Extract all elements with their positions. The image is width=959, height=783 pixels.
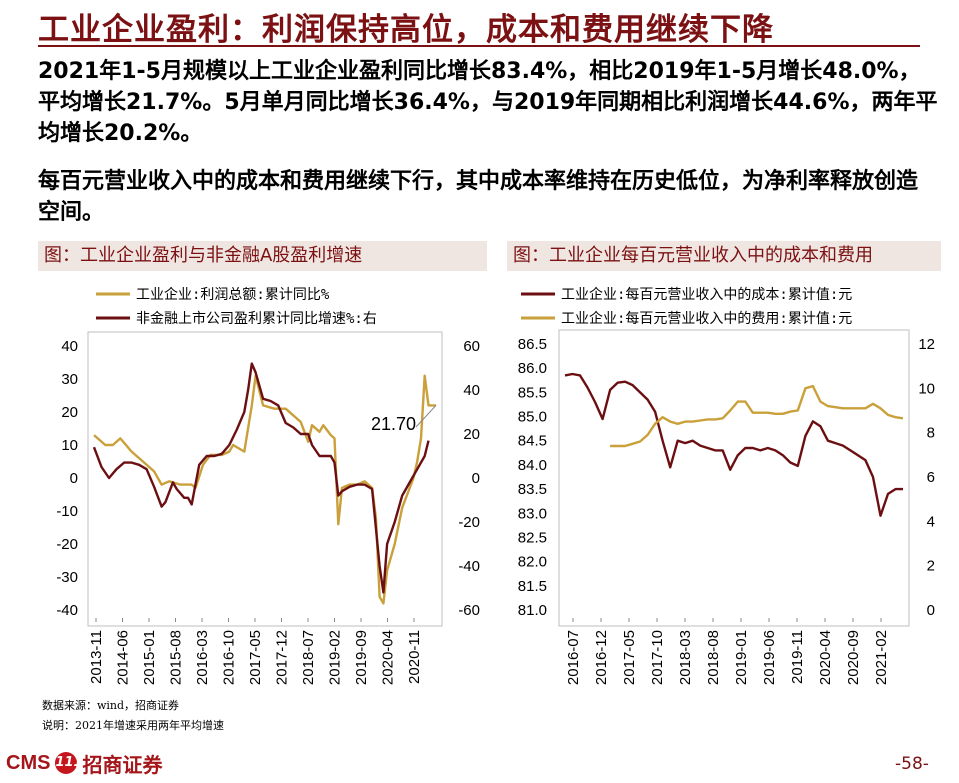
right-axis-tick-label: 4 [927, 513, 935, 530]
left-axis-tick-label: 20 [61, 404, 78, 421]
left-axis-tick-label: 10 [61, 437, 78, 454]
series-line-2 [92, 362, 430, 594]
x-axis-tick-label: 2020-04 [380, 630, 397, 685]
legend-label-2: 工业企业:每百元营业收入中的费用:累计值:元 [561, 310, 852, 327]
x-axis-tick-label: 2021-02 [873, 630, 890, 685]
left-axis-tick-label: 81.0 [518, 602, 547, 619]
left-axis-tick-label: 83.0 [518, 505, 547, 522]
left-axis-tick-label: -40 [56, 602, 78, 619]
plot-frame [87, 331, 443, 627]
series-line-2 [610, 384, 904, 448]
logo-emblem-icon: 111 [55, 752, 83, 774]
right-axis-tick-label: -60 [458, 602, 480, 619]
legend-label-1: 工业企业:利润总额:累计同比% [136, 286, 330, 303]
series-line-1 [564, 372, 903, 517]
x-axis-tick-label: 2020-11 [406, 630, 423, 684]
right-axis-tick-label: 60 [463, 338, 480, 355]
x-axis-tick-label: 2017-10 [649, 630, 666, 685]
left-axis-tick-label: 30 [61, 371, 78, 388]
x-axis-tick-label: 2013-11 [88, 630, 105, 684]
right-axis-tick-label: 8 [927, 425, 935, 442]
x-axis-tick-label: 2019-06 [761, 630, 778, 685]
left-axis-tick-label: -20 [56, 536, 78, 553]
x-axis-tick-label: 2016-07 [565, 630, 582, 685]
chart2-title: 图：工业企业每百元营业收入中的成本和费用 [507, 241, 941, 271]
right-axis-tick-label: -20 [458, 514, 480, 531]
left-axis-tick-label: 86.5 [518, 336, 547, 353]
right-axis-tick-label: -40 [458, 558, 480, 575]
logo-company-name: 招商证券 [82, 752, 163, 777]
left-axis-tick-label: 86.0 [518, 360, 547, 377]
paragraph-profit-growth: 2021年1-5月规模以上工业企业盈利同比增长83.4%，相比2019年1-5月… [38, 59, 938, 146]
x-axis-tick-label: 2019-11 [789, 630, 806, 684]
left-axis-tick-label: -10 [56, 503, 78, 520]
x-axis-tick-label: 2017-05 [621, 630, 638, 685]
x-axis-tick-label: 2019-01 [733, 630, 750, 685]
x-axis-tick-label: 2017-12 [274, 630, 291, 685]
logo-cms-text: CMS [6, 751, 51, 774]
chart1-title: 图：工业企业盈利与非金融A股盈利增速 [38, 241, 487, 271]
legend-label-2: 非金融上市公司盈利累计同比增速%:右 [136, 310, 377, 327]
left-axis-tick-label: 83.5 [518, 481, 547, 498]
cost-expense-chart: 86.5 86.0 85.5 85.0 84.5 84.0 83.5 83.0 82.5 82.0… [518, 286, 935, 685]
page-title: 工业企业盈利：利润保持高位，成本和费用继续下降 [38, 12, 774, 48]
x-axis-tick-label: 2016-03 [194, 630, 211, 685]
annotation-leader [415, 405, 437, 428]
right-axis-tick-label: 6 [927, 469, 935, 486]
x-axis-tick-label: 2020-09 [845, 630, 862, 685]
paragraph-cost-expense: 每百元营业收入中的成本和费用继续下行，其中成本率维持在历史低位，为净利率释放创造… [38, 169, 919, 225]
left-axis-tick-label: 82.0 [518, 554, 547, 571]
x-axis-tick-label: 2017-05 [247, 630, 264, 685]
left-axis-tick-label: -30 [56, 569, 78, 586]
data-source: 数据来源：wind，招商证券 [42, 699, 180, 712]
left-axis-tick-label: 81.5 [518, 578, 547, 595]
x-axis-tick-label: 2015-01 [141, 630, 158, 685]
title-divider [38, 45, 920, 47]
left-axis-tick-label: 85.0 [518, 409, 547, 426]
right-axis-tick-label: 0 [472, 470, 480, 487]
left-axis-tick-label: 0 [70, 470, 78, 487]
legend-label-1: 工业企业:每百元营业收入中的成本:累计值:元 [561, 286, 852, 303]
x-axis-tick-label: 2016-10 [221, 630, 238, 685]
x-axis-tick-label: 2019-02 [327, 630, 344, 685]
right-axis-tick-label: 12 [918, 336, 935, 353]
page-number: -58- [895, 754, 929, 774]
left-axis-tick-label: 85.5 [518, 384, 547, 401]
right-axis-tick-label: 20 [463, 426, 480, 443]
right-axis-tick-label: 0 [927, 602, 935, 619]
data-note: 说明：2021年增速采用两年平均增速 [42, 719, 224, 732]
right-axis-tick-label: 10 [918, 380, 935, 397]
x-axis-tick-label: 2018-03 [677, 630, 694, 685]
left-axis-tick-label: 84.0 [518, 457, 547, 474]
x-axis-tick-label: 2020-04 [817, 630, 834, 685]
profit-growth-chart: 40 30 20 10 0 -10 -20 -30 -40 60 40 20 0 -20 -40 -60 201… [56, 286, 480, 685]
x-axis-tick-label: 2018-07 [300, 630, 317, 685]
x-axis-tick-label: 2019-09 [353, 630, 370, 685]
right-axis-tick-label: 2 [927, 558, 935, 575]
left-axis-tick-label: 40 [61, 338, 78, 355]
left-axis-tick-label: 82.5 [518, 529, 547, 546]
x-axis-tick-label: 2016-12 [593, 630, 610, 685]
series-line-1 [93, 374, 436, 605]
company-logo: CMS 111 招商证券 [6, 748, 162, 778]
x-axis-tick-label: 2014-06 [115, 630, 132, 685]
plot-frame [558, 329, 910, 627]
left-axis-tick-label: 84.5 [518, 433, 547, 450]
x-axis-tick-label: 2015-08 [168, 630, 185, 685]
x-axis-tick-label: 2018-08 [705, 630, 722, 685]
right-axis-tick-label: 40 [463, 382, 480, 399]
annotation-label: 21.70 [371, 414, 416, 434]
